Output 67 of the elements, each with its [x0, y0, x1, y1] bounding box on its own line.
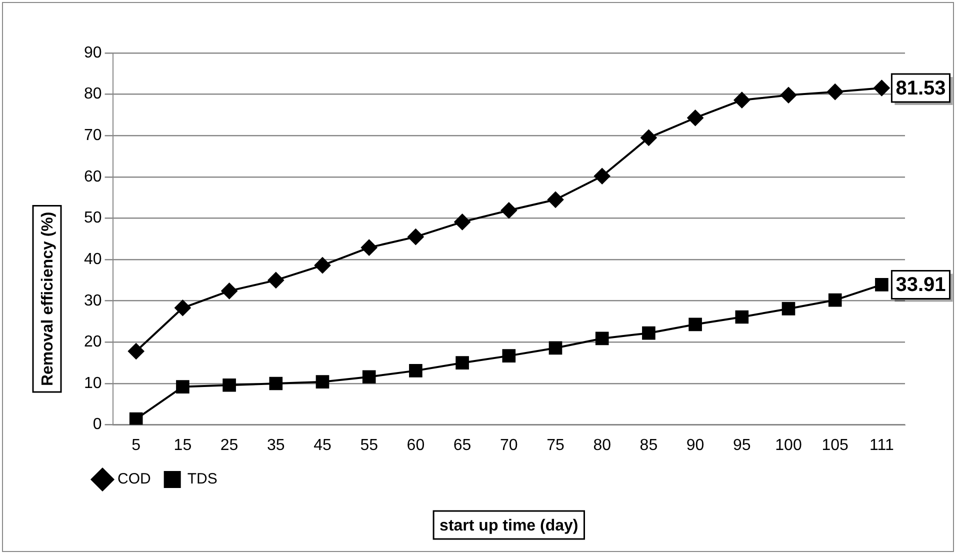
point: [268, 272, 284, 288]
point: [128, 343, 144, 360]
x-tick-label: 111: [870, 436, 894, 454]
x-tick-label: 75: [546, 436, 564, 454]
point: [129, 412, 143, 425]
x-tick-label: 15: [174, 436, 192, 454]
y-tick-label: 50: [84, 210, 102, 227]
point: [408, 228, 424, 245]
x-tick-label: 65: [453, 436, 472, 454]
point: [734, 92, 750, 108]
point: [454, 214, 470, 230]
y-tick-label: 20: [84, 334, 102, 351]
point: [874, 80, 890, 96]
y-tick-label: 90: [84, 44, 102, 62]
y-tick-label: 0: [92, 416, 102, 434]
point: [595, 332, 609, 346]
x-tick-label: 95: [733, 436, 751, 454]
point: [222, 378, 236, 392]
y-tick-label: 60: [84, 168, 102, 186]
point: [642, 326, 656, 340]
x-tick-label: 85: [640, 436, 658, 454]
legend-label: TDS: [187, 470, 218, 488]
point: [502, 349, 516, 362]
point: [316, 375, 330, 388]
point: [548, 341, 562, 355]
y-tick-label: 10: [84, 374, 102, 392]
x-tick-label: 45: [314, 436, 332, 454]
y-tick-label: 40: [84, 250, 102, 268]
y-axis-title: Removal efficiency (%): [39, 212, 56, 386]
point: [782, 302, 796, 316]
point: [875, 278, 888, 292]
x-tick-label: 90: [686, 436, 704, 454]
point: [640, 130, 657, 146]
point: [688, 318, 702, 332]
y-tick-label: 70: [84, 127, 102, 144]
x-tick-label: 80: [593, 436, 612, 454]
x-tick-label: 5: [132, 436, 141, 454]
point: [735, 310, 749, 324]
x-tick-label: 60: [406, 436, 425, 454]
point: [269, 376, 283, 390]
point: [828, 293, 842, 307]
x-tick-label: 105: [822, 436, 849, 454]
data-label: 33.91: [896, 274, 946, 296]
y-tick-label: 80: [84, 86, 102, 103]
x-tick-label: 55: [360, 436, 378, 454]
point: [176, 380, 190, 394]
point: [362, 370, 376, 384]
point: [361, 240, 378, 256]
point: [409, 364, 422, 378]
point: [687, 110, 704, 126]
point: [456, 356, 469, 370]
data-label: 81.53: [896, 78, 946, 100]
point: [174, 300, 191, 316]
x-tick-label: 100: [775, 436, 802, 454]
legend-label: COD: [118, 470, 151, 488]
point: [500, 202, 517, 218]
point: [548, 192, 564, 208]
point: [314, 257, 330, 274]
point: [780, 87, 796, 104]
x-tick-label: 70: [500, 436, 518, 454]
point: [827, 84, 844, 100]
x-tick-label: 35: [267, 436, 285, 454]
point: [221, 282, 238, 299]
y-tick-label: 30: [84, 292, 102, 310]
point: [594, 168, 610, 184]
x-axis-title: start up time (day): [440, 517, 578, 534]
x-tick-label: 25: [220, 436, 238, 454]
